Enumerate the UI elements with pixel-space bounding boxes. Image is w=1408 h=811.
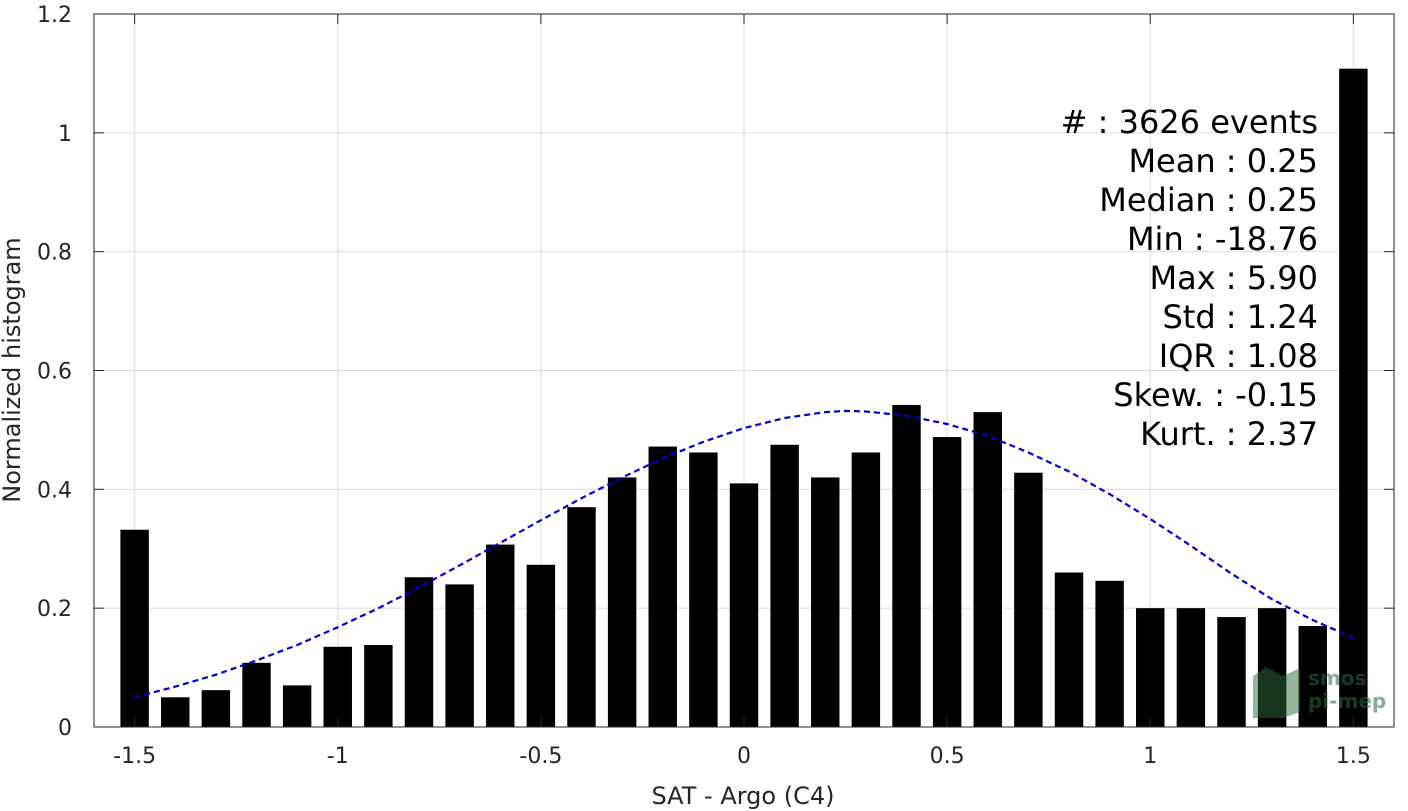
histogram-bar — [364, 645, 393, 727]
x-tick-label: 0.5 — [930, 744, 965, 769]
y-tick-label: 0 — [58, 716, 72, 741]
histogram-bar — [282, 685, 312, 727]
histogram-bar — [161, 697, 190, 727]
x-tick-label: 0 — [737, 744, 751, 769]
histogram-bar — [242, 662, 271, 727]
histogram-bar — [892, 404, 921, 727]
logo-text-line2: pi-mep — [1308, 689, 1386, 713]
x-tick-labels: -1.5 -1 -0.5 0 0.5 1 1.5 — [113, 744, 1371, 769]
histogram-bar — [526, 564, 556, 727]
histogram-bar — [770, 444, 799, 727]
histogram-bar — [729, 483, 759, 727]
stat-line: # : 3626 events — [1061, 103, 1318, 141]
histogram-bar — [1014, 472, 1043, 727]
y-tick-labels: 0 0.2 0.4 0.6 0.8 1 1.2 — [37, 3, 72, 741]
histogram-bar — [932, 437, 962, 727]
histogram-bar — [851, 452, 881, 727]
x-tick-label: -1 — [327, 744, 349, 769]
histogram-bar — [1298, 625, 1327, 727]
histogram-bars — [120, 68, 1368, 727]
histogram-bar — [486, 544, 515, 727]
histogram-bar — [1339, 68, 1368, 727]
y-tick-label: 1.2 — [37, 3, 72, 28]
histogram-bar — [1217, 617, 1246, 727]
histogram-bar — [323, 646, 352, 727]
histogram-bar — [567, 507, 596, 727]
histogram-bar — [120, 529, 149, 727]
histogram-bar — [1136, 608, 1165, 727]
stat-line: Min : -18.76 — [1127, 220, 1318, 258]
smos-pimep-logo: smos pi-mep — [1253, 666, 1386, 718]
y-tick-label: 0.6 — [37, 360, 72, 385]
histogram-bar — [445, 584, 474, 727]
histogram-bar — [201, 690, 231, 727]
x-axis-title: SAT - Argo (C4) — [652, 782, 835, 810]
histogram-bar — [404, 577, 434, 727]
y-tick-label: 0.2 — [37, 597, 72, 622]
y-axis-title: Normalized histogram — [0, 237, 26, 502]
stat-line: Skew. : -0.15 — [1113, 376, 1318, 414]
logo-mountain-icon — [1253, 667, 1300, 718]
normal-fit-curve — [134, 409, 1354, 699]
histogram-bar — [1095, 580, 1124, 727]
stat-line: Mean : 0.25 — [1128, 142, 1318, 180]
y-tick-label: 1 — [58, 122, 72, 147]
stat-line: IQR : 1.08 — [1159, 337, 1318, 375]
histogram-bar — [648, 446, 677, 727]
y-tick-label: 0.8 — [37, 241, 72, 266]
stat-line: Std : 1.24 — [1162, 298, 1318, 336]
histogram-bar — [1176, 608, 1206, 727]
stat-line: Max : 5.90 — [1149, 259, 1318, 297]
histogram-bar — [607, 477, 637, 727]
histogram-bar — [1054, 572, 1084, 727]
axis-ticks — [94, 13, 1394, 728]
stat-line: Median : 0.25 — [1099, 181, 1318, 219]
histogram-bar — [689, 452, 718, 727]
y-tick-label: 0.4 — [37, 478, 72, 503]
histogram-bar — [811, 477, 840, 727]
x-tick-label: 1.5 — [1336, 744, 1371, 769]
histogram-bar — [973, 412, 1002, 727]
x-tick-label: -1.5 — [113, 744, 156, 769]
stat-line: Kurt. : 2.37 — [1140, 415, 1318, 453]
logo-text-line1: smos — [1308, 666, 1366, 690]
x-tick-label: -0.5 — [519, 744, 562, 769]
x-tick-label: 1 — [1143, 744, 1157, 769]
